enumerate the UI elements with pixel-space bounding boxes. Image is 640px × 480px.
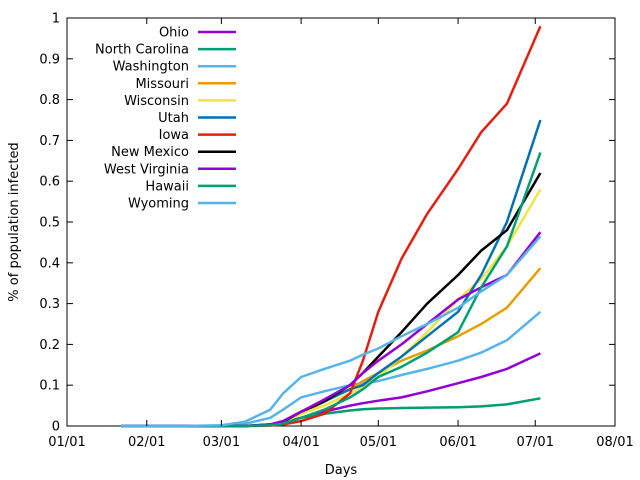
y-tick-label: 0 [52,420,60,435]
axis-layer: 01/01 02/01 03/01 04/01 05/01 06/01 07/01 08/01… [39,12,633,451]
legend-label: Wyoming [128,197,189,212]
y-tick-label: 0.3 [39,297,60,312]
y-tick-label: 0.4 [39,256,60,271]
x-tick-label: 06/01 [439,435,476,450]
x-tick-label: 08/01 [596,435,633,450]
x-tick-label: 04/01 [282,435,319,450]
y-tick-label: 1 [52,12,60,27]
y-tick-label: 0.7 [39,134,60,149]
series-line-8 [121,231,542,428]
legend-label: Washington [113,60,189,75]
legend-label: West Virginia [104,162,189,177]
legend: Ohio North Carolina Washington Missouri Wisc… [95,26,236,212]
legend-label: New Mexico [111,145,189,160]
legend-label: Utah [158,111,189,126]
series-layer [121,25,542,428]
legend-label: Hawaii [145,179,189,194]
x-tick-label: 05/01 [360,435,397,450]
y-tick-label: 0.8 [39,93,60,108]
x-tick-label: 07/01 [517,435,554,450]
legend-label: North Carolina [95,43,189,58]
y-axis-label: % of population infected [7,142,22,301]
legend-label: Wisconsin [124,94,189,109]
y-tick-label: 0.1 [39,379,60,394]
legend-label: Iowa [159,128,189,143]
series-line-10 [121,235,542,428]
x-tick-label: 01/01 [48,435,85,450]
legend-label: Missouri [135,77,189,92]
x-axis-label: Days [325,463,358,478]
legend-label: Ohio [159,26,189,41]
y-tick-label: 0.2 [39,338,60,353]
y-tick-label: 0.5 [39,216,60,231]
y-tick-label: 0.6 [39,175,60,190]
y-tick-label: 0.9 [39,52,60,67]
x-tick-label: 02/01 [128,435,165,450]
x-tick-label: 03/01 [203,435,240,450]
